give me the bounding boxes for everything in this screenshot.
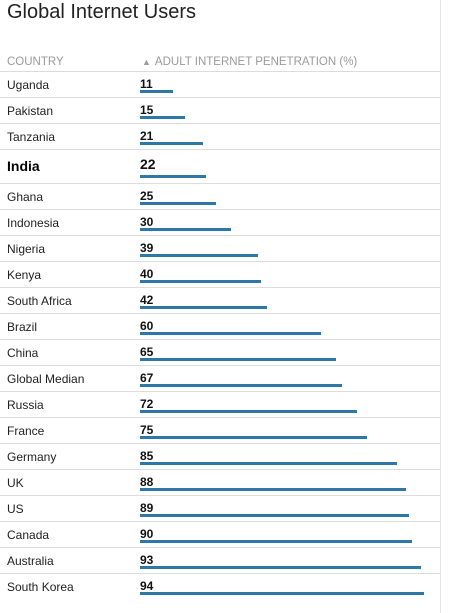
bar (140, 175, 206, 178)
bar (140, 280, 261, 283)
value-label: 15 (140, 103, 154, 117)
country-label: South Africa (7, 294, 72, 308)
value-label: 65 (140, 345, 154, 359)
country-label: Pakistan (7, 104, 54, 118)
value-label: 75 (140, 423, 154, 437)
country-label: Canada (7, 528, 50, 542)
value-label: 11 (140, 77, 153, 91)
value-label: 60 (140, 319, 154, 333)
table-row: Australia 93 (0, 547, 440, 573)
table-row: China 65 (0, 339, 440, 365)
value-label: 88 (140, 475, 154, 489)
country-label: Russia (7, 398, 44, 412)
table-row: Kenya 40 (0, 261, 440, 287)
bar (140, 514, 409, 517)
country-label: Kenya (7, 268, 42, 282)
table-row: Global Median 67 (0, 365, 440, 391)
country-label: China (7, 346, 39, 360)
value-label: 93 (140, 553, 154, 567)
country-label: Global Median (7, 372, 85, 386)
table-row: Nigeria 39 (0, 235, 440, 261)
value-label: 25 (140, 189, 154, 203)
country-label: US (7, 502, 24, 516)
country-label: Ghana (7, 190, 44, 204)
country-label: France (7, 424, 45, 438)
table-row: India 22 (0, 149, 440, 183)
sort-ascending-icon: ▲ (142, 57, 151, 67)
bar (140, 462, 397, 465)
table-row: Pakistan 15 (0, 97, 440, 123)
bar (140, 540, 412, 543)
table-row: Germany 85 (0, 443, 440, 469)
country-label: UK (7, 476, 24, 490)
chart-title: Global Internet Users (7, 1, 196, 23)
bar (140, 228, 231, 231)
country-label: Nigeria (7, 242, 46, 256)
bar (140, 592, 424, 595)
country-label: Tanzania (7, 130, 56, 144)
value-label: 39 (140, 241, 154, 255)
table-row: Brazil 60 (0, 313, 440, 339)
table-row: France 75 (0, 417, 440, 443)
table-row: Uganda 11 (0, 71, 440, 97)
table-row: Ghana 25 (0, 183, 440, 209)
bar (140, 566, 421, 569)
column-header-penetration[interactable]: ▲ ADULT INTERNET PENETRATION (%) (142, 55, 357, 69)
table-row: UK 88 (0, 469, 440, 495)
chart-panel (440, 0, 441, 613)
country-label: South Korea (7, 580, 74, 594)
country-label: Uganda (7, 78, 50, 92)
value-label: 94 (140, 579, 154, 593)
value-label: 90 (140, 527, 154, 541)
value-label: 22 (140, 156, 156, 172)
value-label: 67 (140, 371, 154, 385)
country-label: Indonesia (7, 216, 60, 230)
country-label: Brazil (7, 320, 38, 334)
column-header-penetration-label: ADULT INTERNET PENETRATION (%) (154, 56, 358, 68)
bar (140, 436, 367, 439)
value-label: 30 (140, 215, 154, 229)
table-row: South Africa 42 (0, 287, 440, 313)
column-header-country[interactable]: COUNTRY (7, 56, 64, 68)
value-label: 42 (140, 293, 154, 307)
table-row: Indonesia 30 (0, 209, 440, 235)
table-row: US 89 (0, 495, 440, 521)
bar (140, 202, 216, 205)
table-row: Canada 90 (0, 521, 440, 547)
country-label: Australia (7, 554, 54, 568)
bar (140, 358, 336, 361)
value-label: 40 (140, 267, 154, 281)
value-label: 72 (140, 397, 154, 411)
table-row: Russia 72 (0, 391, 440, 417)
table-row: South Korea 94 (0, 573, 440, 599)
value-label: 89 (140, 501, 154, 515)
bar (140, 488, 406, 491)
bar (140, 142, 203, 145)
bar (140, 332, 321, 335)
country-label: India (7, 158, 40, 174)
bar (140, 384, 342, 387)
value-label: 21 (140, 129, 154, 143)
bar (140, 90, 173, 93)
bar (140, 410, 357, 413)
country-label: Germany (7, 450, 57, 464)
bar (140, 254, 258, 257)
value-label: 85 (140, 449, 154, 463)
bar (140, 116, 185, 119)
bar (140, 306, 267, 309)
table-row: Tanzania 21 (0, 123, 440, 149)
